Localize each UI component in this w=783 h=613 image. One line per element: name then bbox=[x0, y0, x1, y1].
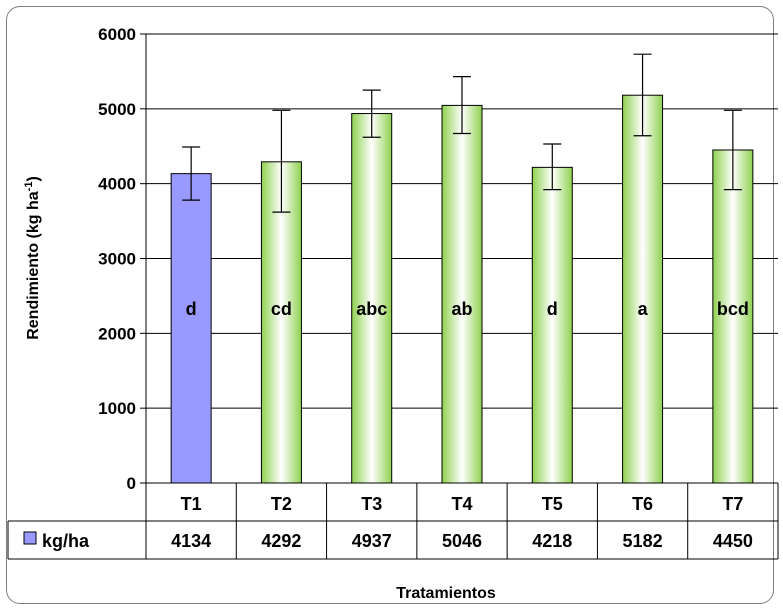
bars bbox=[170, 94, 754, 484]
bar bbox=[531, 166, 573, 484]
y-tick-label: 4000 bbox=[98, 175, 136, 194]
table-value: 4450 bbox=[713, 531, 753, 551]
table-value: 5182 bbox=[623, 531, 663, 551]
category-label: T3 bbox=[361, 494, 382, 514]
significance-letter: a bbox=[638, 299, 649, 319]
y-axis-ticks: 0 1000 2000 3000 4000 5000 6000 bbox=[98, 25, 136, 493]
series-name: kg/ha bbox=[42, 531, 90, 551]
table-value: 4937 bbox=[352, 531, 392, 551]
significance-letter: d bbox=[186, 299, 197, 319]
bar bbox=[712, 149, 754, 484]
error-bars bbox=[182, 53, 742, 213]
significance-letter: cd bbox=[271, 299, 292, 319]
y-axis-title-sup: -1 bbox=[23, 182, 35, 192]
category-label: T2 bbox=[271, 494, 292, 514]
x-axis-title: Tratamientos bbox=[396, 585, 496, 602]
table-value: 5046 bbox=[442, 531, 482, 551]
bar bbox=[351, 113, 393, 484]
category-label: T5 bbox=[542, 494, 563, 514]
category-label: T6 bbox=[632, 494, 653, 514]
y-tick-label: 2000 bbox=[98, 324, 136, 343]
table-value: 4134 bbox=[171, 531, 211, 551]
y-axis-title-main: Rendimiento (kg ha bbox=[25, 191, 42, 340]
significance-letter: d bbox=[547, 299, 558, 319]
table-value: 4292 bbox=[261, 531, 301, 551]
y-axis-title-close: ) bbox=[25, 176, 42, 181]
y-tick-label: 1000 bbox=[98, 399, 136, 418]
table-value: 4218 bbox=[532, 531, 572, 551]
bar bbox=[170, 173, 212, 484]
category-label: T1 bbox=[181, 494, 202, 514]
significance-letters: d cd abc ab d a bcd bbox=[186, 299, 749, 319]
bar bbox=[260, 161, 302, 484]
bar bbox=[441, 104, 483, 484]
significance-letter: ab bbox=[451, 299, 472, 319]
y-tick-label: 5000 bbox=[98, 100, 136, 119]
category-label: T7 bbox=[722, 494, 743, 514]
y-tick-label: 6000 bbox=[98, 25, 136, 44]
significance-letter: abc bbox=[356, 299, 387, 319]
y-tick-label: 0 bbox=[127, 474, 136, 493]
legend-swatch bbox=[23, 531, 37, 545]
bar bbox=[622, 94, 664, 484]
y-tick-label: 3000 bbox=[98, 250, 136, 269]
significance-letter: bcd bbox=[717, 299, 749, 319]
category-label: T4 bbox=[451, 494, 472, 514]
y-axis-title: Rendimiento (kg ha-1) bbox=[23, 176, 42, 340]
data-table: T1 T2 T3 T4 T5 T6 T7 kg/ha 4134 4292 4937 5046 4218 5… bbox=[7, 483, 779, 560]
